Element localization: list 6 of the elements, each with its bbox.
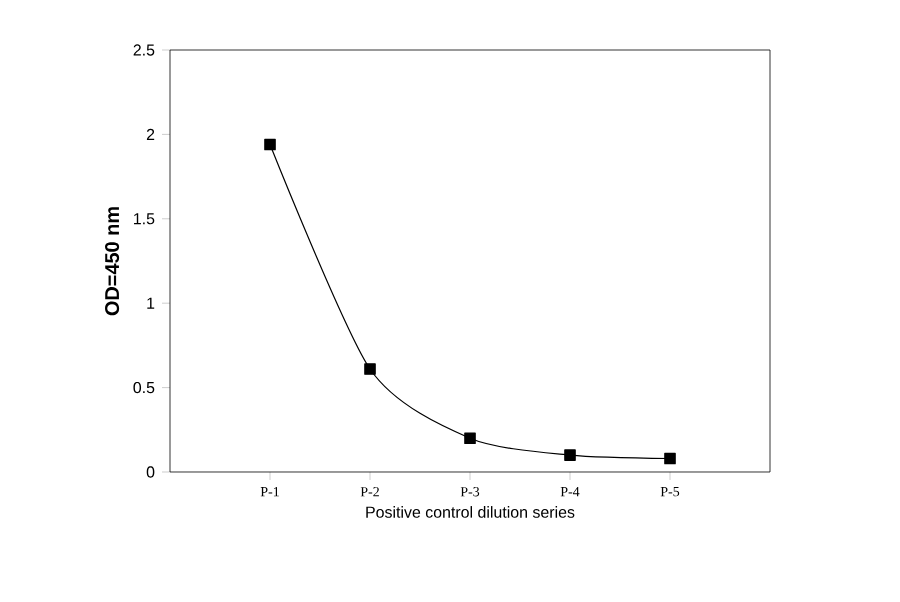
point: [264, 138, 276, 151]
y-axis-title: OD=450 nm: [105, 207, 120, 316]
point: [664, 452, 676, 465]
point: [364, 363, 376, 375]
point: [564, 449, 576, 461]
point: [464, 432, 476, 445]
